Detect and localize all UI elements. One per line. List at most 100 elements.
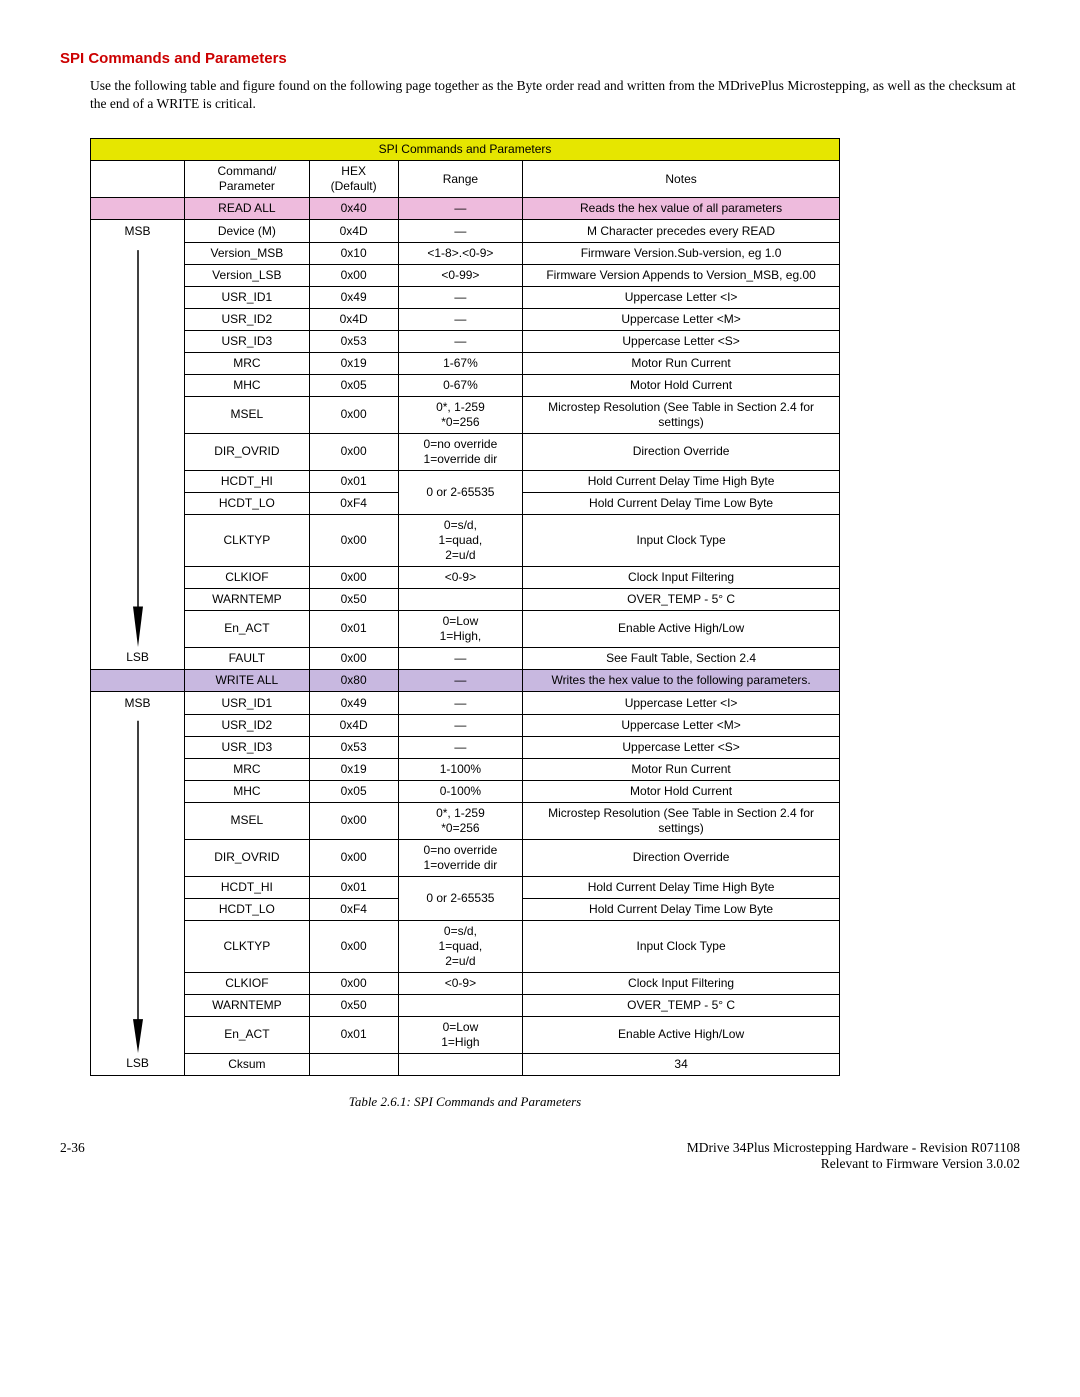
hex-cell: 0x00 bbox=[309, 920, 398, 972]
section-heading: SPI Commands and Parameters bbox=[60, 50, 1020, 67]
note-cell: Enable Active High/Low bbox=[523, 610, 840, 647]
cmd-cell: HCDT_HI bbox=[185, 470, 309, 492]
hex-cell: 0x01 bbox=[309, 470, 398, 492]
byte-order-arrow bbox=[91, 714, 185, 1053]
write-hex: 0x80 bbox=[309, 670, 398, 692]
cmd-cell: USR_ID1 bbox=[185, 286, 309, 308]
note-cell: OVER_TEMP - 5° C bbox=[523, 994, 840, 1016]
note-cell: Motor Hold Current bbox=[523, 780, 840, 802]
hex-cell: 0xF4 bbox=[309, 492, 398, 514]
hex-cell: 0x00 bbox=[309, 396, 398, 433]
range-cell: <0-9> bbox=[398, 972, 522, 994]
note-cell: Input Clock Type bbox=[523, 514, 840, 566]
note-cell: 34 bbox=[523, 1053, 840, 1076]
note-cell: Uppercase Letter <I> bbox=[523, 692, 840, 715]
hex-cell: 0x00 bbox=[309, 264, 398, 286]
hex-cell: 0x00 bbox=[309, 566, 398, 588]
note-cell: Clock Input Filtering bbox=[523, 566, 840, 588]
hex-cell: 0x00 bbox=[309, 433, 398, 470]
note-cell: Input Clock Type bbox=[523, 920, 840, 972]
range-cell: — bbox=[398, 308, 522, 330]
range-cell: 0*, 1-259*0=256 bbox=[398, 802, 522, 839]
note-cell: Hold Current Delay Time Low Byte bbox=[523, 492, 840, 514]
range-cell: 0-100% bbox=[398, 780, 522, 802]
note-cell: Hold Current Delay Time Low Byte bbox=[523, 898, 840, 920]
hex-cell: 0x19 bbox=[309, 352, 398, 374]
cmd-cell: En_ACT bbox=[185, 1016, 309, 1053]
write-range: — bbox=[398, 670, 522, 692]
cmd-cell: Version_MSB bbox=[185, 242, 309, 264]
hex-cell: 0x00 bbox=[309, 839, 398, 876]
page-number: 2-36 bbox=[60, 1140, 85, 1172]
note-cell: Uppercase Letter <I> bbox=[523, 286, 840, 308]
hex-cell: 0x00 bbox=[309, 647, 398, 670]
hex-cell: 0x53 bbox=[309, 736, 398, 758]
hex-cell: 0x4D bbox=[309, 308, 398, 330]
hex-cell: 0x00 bbox=[309, 802, 398, 839]
cmd-cell: WARNTEMP bbox=[185, 994, 309, 1016]
footer-line1: MDrive 34Plus Microstepping Hardware - R… bbox=[687, 1140, 1020, 1156]
header-range: Range bbox=[398, 161, 522, 198]
lsb-label: LSB bbox=[91, 1053, 185, 1076]
note-cell: Hold Current Delay Time High Byte bbox=[523, 470, 840, 492]
cmd-cell: En_ACT bbox=[185, 610, 309, 647]
hex-cell: 0x01 bbox=[309, 1016, 398, 1053]
note-cell: Clock Input Filtering bbox=[523, 972, 840, 994]
hex-cell: 0x53 bbox=[309, 330, 398, 352]
read-range: — bbox=[398, 198, 522, 220]
cmd-cell: WARNTEMP bbox=[185, 588, 309, 610]
range-cell: — bbox=[398, 692, 522, 715]
range-cell: 0=no override1=override dir bbox=[398, 839, 522, 876]
note-cell: Microstep Resolution (See Table in Secti… bbox=[523, 396, 840, 433]
cmd-cell: MRC bbox=[185, 758, 309, 780]
range-cell bbox=[398, 588, 522, 610]
range-cell: <0-9> bbox=[398, 566, 522, 588]
cmd-cell: FAULT bbox=[185, 647, 309, 670]
cmd-cell: Version_LSB bbox=[185, 264, 309, 286]
range-cell bbox=[398, 1053, 522, 1076]
note-cell: Motor Run Current bbox=[523, 352, 840, 374]
range-cell: 0 or 2-65535 bbox=[398, 876, 522, 920]
note-cell: Firmware Version.Sub-version, eg 1.0 bbox=[523, 242, 840, 264]
range-cell bbox=[398, 994, 522, 1016]
note-cell: Motor Hold Current bbox=[523, 374, 840, 396]
msb-label: MSB bbox=[91, 220, 185, 243]
note-cell: Microstep Resolution (See Table in Secti… bbox=[523, 802, 840, 839]
hex-cell: 0x01 bbox=[309, 610, 398, 647]
hex-cell: 0x4D bbox=[309, 714, 398, 736]
hex-cell: 0x49 bbox=[309, 692, 398, 715]
write-note: Writes the hex value to the following pa… bbox=[523, 670, 840, 692]
cmd-cell: USR_ID3 bbox=[185, 330, 309, 352]
range-cell: 0=s/d,1=quad,2=u/d bbox=[398, 920, 522, 972]
range-cell: 0=s/d,1=quad,2=u/d bbox=[398, 514, 522, 566]
byte-order-arrow bbox=[91, 242, 185, 647]
hex-cell: 0x05 bbox=[309, 780, 398, 802]
note-cell: Direction Override bbox=[523, 839, 840, 876]
range-cell: 0 or 2-65535 bbox=[398, 470, 522, 514]
cmd-cell: CLKIOF bbox=[185, 566, 309, 588]
hex-cell: 0x4D bbox=[309, 220, 398, 243]
range-cell: 1-100% bbox=[398, 758, 522, 780]
range-cell: 0=Low1=High, bbox=[398, 610, 522, 647]
note-cell: Enable Active High/Low bbox=[523, 1016, 840, 1053]
cmd-cell: HCDT_LO bbox=[185, 898, 309, 920]
hex-cell: 0x00 bbox=[309, 514, 398, 566]
cmd-cell: USR_ID1 bbox=[185, 692, 309, 715]
read-hex: 0x40 bbox=[309, 198, 398, 220]
hex-cell: 0x19 bbox=[309, 758, 398, 780]
cmd-cell: Cksum bbox=[185, 1053, 309, 1076]
spi-table: SPI Commands and Parameters Command/Para… bbox=[90, 138, 840, 1076]
cmd-cell: CLKTYP bbox=[185, 514, 309, 566]
hex-cell bbox=[309, 1053, 398, 1076]
note-cell: Motor Run Current bbox=[523, 758, 840, 780]
intro-paragraph: Use the following table and figure found… bbox=[90, 77, 1020, 113]
range-cell: 0-67% bbox=[398, 374, 522, 396]
cmd-cell: Device (M) bbox=[185, 220, 309, 243]
read-cmd: READ ALL bbox=[185, 198, 309, 220]
range-cell: — bbox=[398, 220, 522, 243]
footer-line2: Relevant to Firmware Version 3.0.02 bbox=[687, 1156, 1020, 1172]
hex-cell: 0x50 bbox=[309, 588, 398, 610]
note-cell: See Fault Table, Section 2.4 bbox=[523, 647, 840, 670]
cmd-cell: HCDT_LO bbox=[185, 492, 309, 514]
cmd-cell: MSEL bbox=[185, 802, 309, 839]
